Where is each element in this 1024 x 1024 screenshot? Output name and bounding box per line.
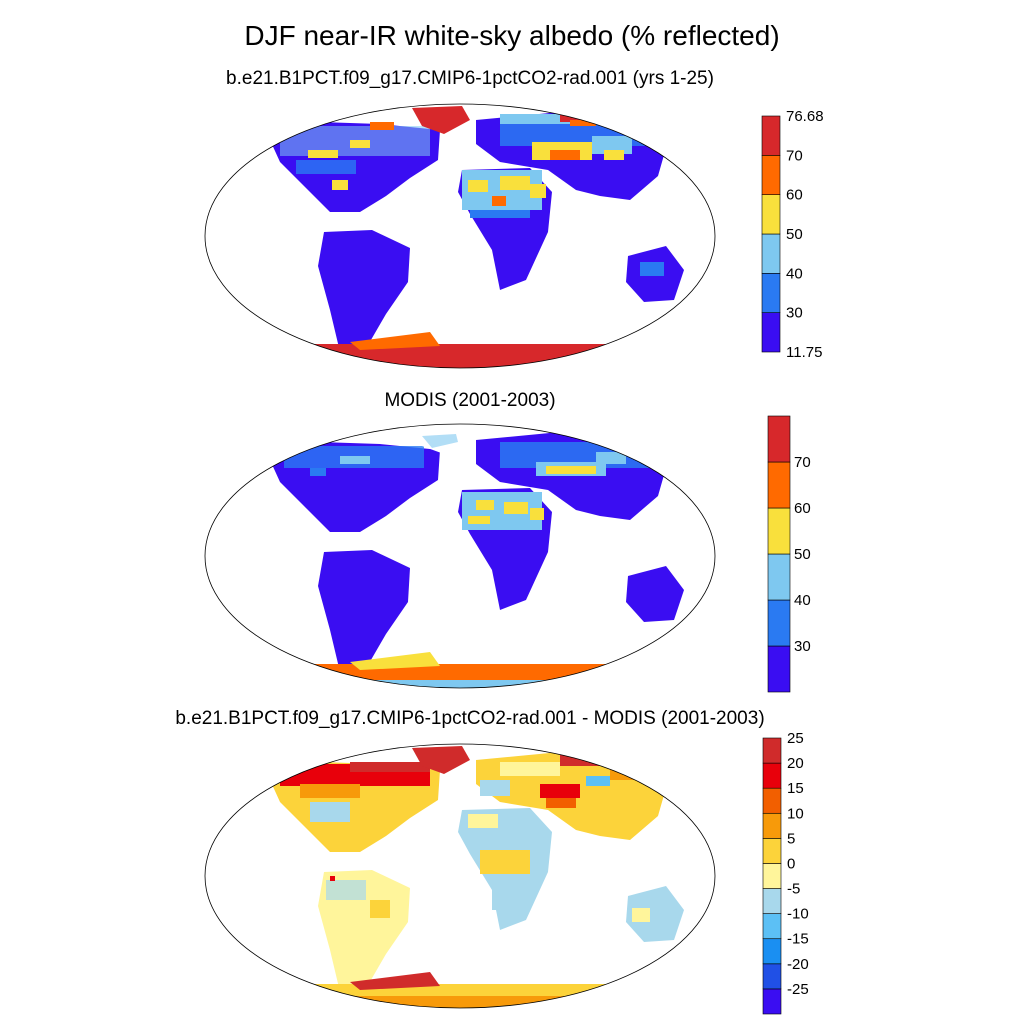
landmass-south-america	[318, 870, 410, 992]
colorbar-swatch	[762, 863, 782, 889]
colorbar-swatch	[761, 233, 781, 274]
colorbar-tick-label: -5	[787, 881, 800, 898]
colorbar-tick-label: 5	[787, 830, 795, 847]
colorbar-swatch	[761, 312, 781, 353]
landmass-africa	[458, 808, 552, 930]
colorbar-tick-label: 0	[787, 855, 795, 872]
colorbar-tick-label: 76.68	[786, 108, 824, 125]
colorbar-difference: -25 -20 -15 -10 -5 0 5 10 15 20 25	[762, 730, 809, 1015]
colorbar-tick-label: -15	[787, 931, 809, 948]
colorbar-tick-label: 60	[786, 187, 803, 204]
colorbar-swatch	[767, 645, 791, 693]
colorbar-tick-label: 50	[786, 226, 803, 243]
colorbar-swatch	[762, 812, 782, 839]
panel-title-model: b.e21.B1PCT.f09_g17.CMIP6-1pctCO2-rad.00…	[226, 68, 714, 89]
landmass-australia	[626, 566, 684, 622]
colorbar-tick-label: 70	[794, 454, 811, 471]
colorbar-swatch	[762, 888, 782, 914]
isolated-cell	[330, 876, 335, 881]
colorbar-tick-label: 10	[787, 805, 804, 822]
landmass-antarctica	[205, 972, 715, 1008]
colorbar-tick-label: 60	[794, 500, 811, 517]
landmass-north-america	[270, 442, 440, 532]
colorbar-swatch	[767, 599, 791, 647]
colorbar-model: 11.75 30 40 50 60 70 76.68	[761, 108, 824, 361]
colorbar-modis: 30 40 50 60 70	[767, 415, 811, 693]
colorbar-tick-label: 30	[786, 305, 803, 322]
colorbar-tick-label: 30	[794, 638, 811, 655]
colorbar-swatch	[762, 963, 782, 990]
map-difference	[204, 743, 716, 1009]
colorbar-swatch	[762, 988, 782, 1015]
colorbar-tick-label: 15	[787, 780, 804, 797]
map-model	[204, 103, 716, 369]
colorbar-swatch	[761, 273, 781, 313]
colorbar-tick-label: 70	[786, 147, 803, 164]
panel-title-modis: MODIS (2001-2003)	[384, 390, 556, 411]
landmass-greenland	[412, 746, 470, 774]
map-frame	[204, 743, 716, 1009]
landmass-australia	[626, 246, 684, 302]
colorbar-tick-label: 11.75	[786, 344, 822, 361]
colorbar-swatch	[762, 762, 782, 789]
colorbar-swatch	[762, 838, 782, 864]
colorbar-swatch	[762, 737, 782, 764]
map-modis	[204, 423, 716, 689]
landmass-australia	[626, 886, 684, 942]
landmass-greenland	[412, 106, 470, 134]
panel-title-difference: b.e21.B1PCT.f09_g17.CMIP6-1pctCO2-rad.00…	[175, 708, 765, 729]
landmass-africa	[458, 488, 552, 610]
map-frame	[204, 423, 716, 689]
figure-title: DJF near-IR white-sky albedo (% reflecte…	[244, 20, 780, 51]
colorbar-swatch	[762, 938, 782, 965]
colorbar-tick-label: -10	[787, 906, 809, 923]
landmass-africa	[458, 168, 552, 290]
colorbar-tick-label: 40	[786, 265, 803, 282]
map-frame	[204, 103, 716, 369]
landmass-antarctica	[205, 332, 715, 368]
colorbar-tick-label: -25	[787, 981, 809, 998]
colorbar-swatch	[762, 913, 782, 940]
colorbar-swatch	[761, 155, 781, 195]
colorbar-tick-label: 40	[794, 592, 811, 609]
colorbar-swatch	[762, 787, 782, 814]
colorbar-swatch	[761, 194, 781, 235]
colorbar-swatch	[767, 415, 791, 463]
colorbar-tick-label: -20	[787, 956, 809, 973]
colorbar-tick-label: 50	[794, 546, 811, 563]
landmass-antarctica	[205, 652, 715, 688]
landmass-south-america	[318, 230, 410, 352]
colorbar-tick-label: 20	[787, 755, 804, 772]
colorbar-swatch	[767, 507, 791, 555]
colorbar-swatch	[767, 461, 791, 509]
colorbar-swatch	[761, 115, 781, 156]
landmass-north-america	[270, 762, 440, 852]
colorbar-swatch	[767, 553, 791, 601]
landmass-south-america	[318, 550, 410, 672]
landmass-north-america	[270, 122, 440, 212]
landmass-greenland	[412, 426, 470, 454]
colorbar-tick-label: 25	[787, 730, 804, 747]
